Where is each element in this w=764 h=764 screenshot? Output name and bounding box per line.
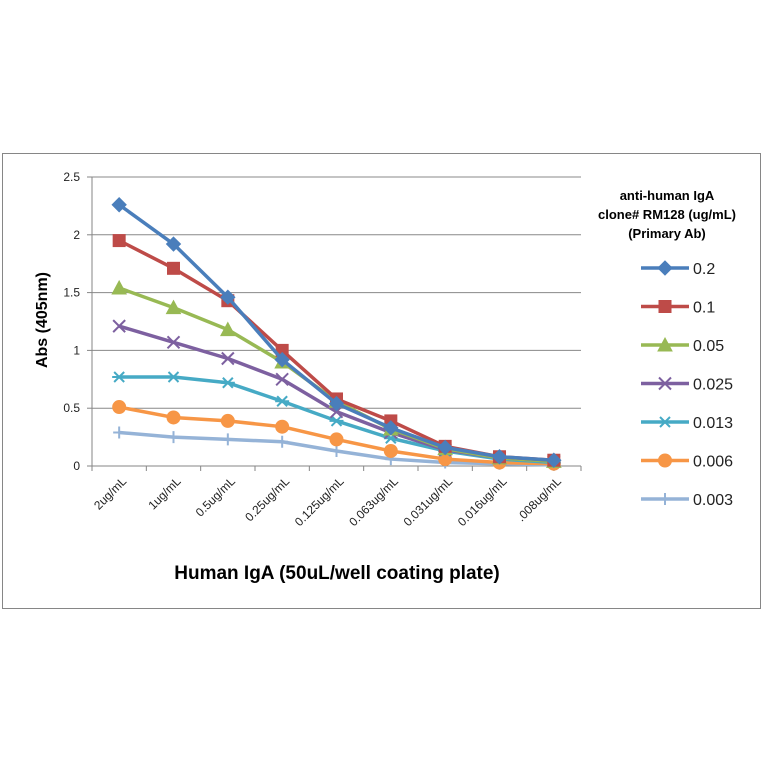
- legend-marker: [659, 493, 671, 505]
- legend-item: 0.006: [641, 453, 733, 471]
- data-point: [491, 449, 508, 465]
- legend-title-line: clone# RM128 (ug/mL): [598, 207, 736, 222]
- x-tick-label: 2ug/mL: [91, 474, 129, 512]
- x-tick-label: 0.25ug/mL: [242, 474, 292, 524]
- data-point: [330, 444, 343, 457]
- x-tick-label: 0.125ug/mL: [292, 474, 347, 529]
- data-point: [167, 261, 180, 275]
- x-tick-label: 1ug/mL: [145, 474, 183, 512]
- legend-item: 0.003: [641, 492, 733, 509]
- data-point: [275, 419, 290, 434]
- y-tick-label: 2: [73, 228, 80, 242]
- x-axis-title: Human IgA (50uL/well coating plate): [174, 563, 500, 584]
- data-point: [329, 415, 344, 427]
- data-point: [112, 371, 127, 383]
- data-point: [167, 431, 180, 444]
- data-point: [274, 351, 290, 368]
- legend-item: 0.013: [641, 415, 733, 432]
- y-axis-title: Abs (405nm): [34, 272, 51, 368]
- data-point: [437, 439, 453, 456]
- data-point: [328, 395, 345, 412]
- legend-marker: [658, 376, 672, 391]
- legend-marker: [657, 260, 673, 276]
- data-point: [165, 236, 182, 252]
- data-point: [546, 452, 562, 468]
- gridlines: [92, 176, 581, 409]
- legend-label: 0.025: [693, 377, 733, 394]
- data-point: [113, 426, 126, 439]
- series-0-2: [111, 197, 562, 468]
- series-group: [111, 197, 562, 471]
- axes: [87, 176, 582, 471]
- y-tick-labels: 0 0.5 1 1.5 2 2.5: [63, 170, 80, 473]
- legend-title-line: anti-human IgA: [620, 188, 715, 203]
- legend-label: 0.013: [693, 415, 733, 432]
- data-point: [221, 351, 235, 366]
- data-point: [275, 395, 290, 407]
- legend-marker: [658, 453, 672, 468]
- x-tick-label: .008ug/mL: [514, 474, 564, 524]
- data-point: [112, 234, 126, 248]
- data-point: [383, 420, 399, 436]
- data-point: [329, 432, 344, 447]
- legend-label: 0.006: [693, 454, 733, 471]
- data-point: [383, 443, 398, 458]
- x-tick-labels: 2ug/mL 1ug/mL 0.5ug/mL 0.25ug/mL 0.125ug/mL 0…: [91, 474, 564, 529]
- y-tick-label: 0.5: [63, 401, 80, 415]
- y-tick-label: 1: [73, 343, 80, 357]
- data-point: [112, 319, 126, 333]
- data-point: [112, 400, 127, 415]
- legend-item: 0.025: [641, 377, 733, 394]
- x-tick-label: 0.5ug/mL: [193, 474, 239, 520]
- data-point: [220, 289, 236, 305]
- y-tick-label: 0: [73, 459, 80, 473]
- data-point: [221, 433, 234, 446]
- legend-label: 0.05: [693, 338, 724, 355]
- chart-frame: [2, 153, 761, 609]
- legend-title-line: (Primary Ab): [628, 226, 706, 241]
- legend: anti-human IgA clone# RM128 (ug/mL) (Prima…: [598, 188, 736, 509]
- data-point: [276, 435, 289, 448]
- data-point: [111, 197, 127, 213]
- legend-item: 0.2: [641, 260, 715, 278]
- x-tick-label: 0.031ug/mL: [401, 474, 456, 529]
- legend-item: 0.1: [641, 300, 715, 317]
- legend-label: 0.003: [693, 492, 733, 509]
- data-point: [220, 413, 235, 428]
- y-tick-label: 1.5: [63, 286, 80, 300]
- data-point: [219, 321, 236, 337]
- legend-marker: [658, 416, 672, 428]
- legend-label: 0.2: [693, 261, 715, 278]
- data-point: [111, 279, 128, 295]
- legend-marker: [658, 300, 672, 313]
- x-tick-label: 0.016ug/mL: [455, 474, 510, 529]
- y-tick-label: 2.5: [63, 170, 80, 184]
- x-tick-label: 0.063ug/mL: [346, 474, 401, 529]
- legend-item: 0.05: [641, 336, 724, 355]
- data-point: [166, 410, 181, 425]
- legend-marker: [657, 336, 673, 352]
- data-point: [220, 377, 235, 389]
- legend-label: 0.1: [693, 300, 715, 317]
- data-point: [166, 335, 181, 350]
- data-point: [165, 299, 182, 315]
- data-point: [166, 371, 181, 383]
- data-point: [275, 372, 289, 387]
